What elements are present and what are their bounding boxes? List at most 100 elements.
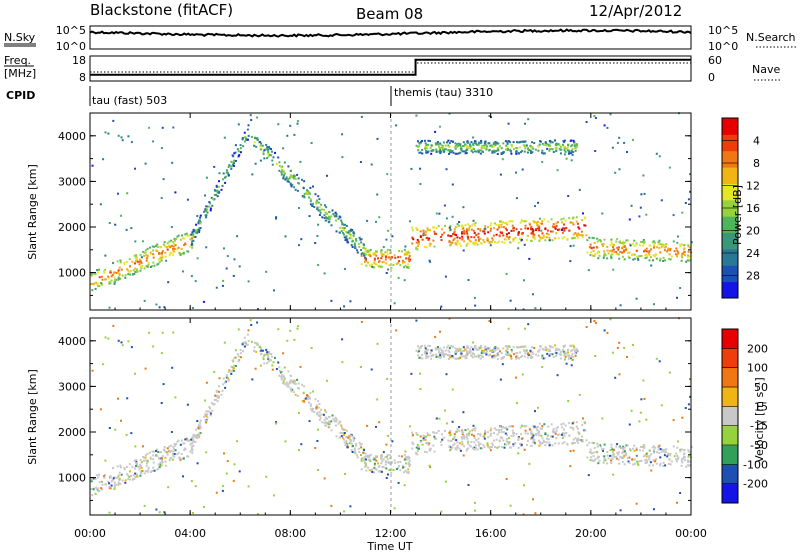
velocity-echo <box>199 426 202 429</box>
velocity-echo <box>466 351 468 353</box>
power-echo <box>474 221 477 224</box>
power-echo <box>138 263 141 266</box>
velocity-echo <box>659 464 661 467</box>
velocity-echo <box>157 451 160 453</box>
velocity-echo <box>606 451 609 453</box>
power-echo <box>437 225 440 227</box>
velocity-echo <box>408 460 411 462</box>
velocity-echo <box>247 329 250 332</box>
power-echo <box>145 259 148 262</box>
power-echo <box>644 249 646 252</box>
power-echo <box>142 250 145 253</box>
velocity-echo <box>499 436 502 439</box>
power-echo <box>537 145 540 148</box>
power-echo <box>658 247 661 249</box>
power-echo <box>404 245 407 248</box>
power-echo <box>204 209 207 212</box>
power-echo <box>111 274 114 276</box>
velocity-echo <box>629 449 632 452</box>
velocity-echo <box>467 434 470 437</box>
velocity-echo <box>489 449 492 452</box>
velocity-echo <box>166 447 169 450</box>
velocity-echo <box>386 453 389 456</box>
velocity-echo <box>569 465 572 468</box>
velocity-echo <box>554 349 557 352</box>
power-echo <box>298 207 300 209</box>
power-echo <box>457 152 460 155</box>
power-echo <box>107 275 110 278</box>
velocity-echo <box>293 338 296 341</box>
power-echo <box>353 243 356 246</box>
power-echo <box>210 196 213 199</box>
power-echo <box>138 260 141 263</box>
power-echo <box>273 289 275 292</box>
velocity-echo <box>218 385 220 388</box>
velocity-echo <box>233 367 235 370</box>
power-echo <box>645 250 648 253</box>
velocity-echo <box>580 435 583 438</box>
power-echo <box>256 137 259 140</box>
power-echo <box>108 306 111 309</box>
power-echo <box>131 260 134 263</box>
power-echo <box>179 238 182 241</box>
velocity-echo <box>149 471 152 473</box>
velocity-echo <box>442 352 445 355</box>
power-echo <box>473 241 476 244</box>
velocity-echo <box>586 456 589 459</box>
velocity-echo <box>511 425 514 428</box>
velocity-echo <box>234 349 237 352</box>
power-echo <box>466 140 469 143</box>
power-echo <box>491 239 494 241</box>
velocity-echo <box>195 428 198 431</box>
power-echo <box>144 249 147 252</box>
power-echo <box>506 143 509 146</box>
power-echo <box>493 151 496 154</box>
velocity-echo <box>615 455 618 458</box>
power-echo <box>475 241 477 244</box>
power-echo <box>440 239 443 241</box>
power-echo <box>427 150 430 153</box>
power-echo <box>379 266 382 269</box>
power-echo <box>538 226 541 229</box>
power-echo <box>376 137 379 140</box>
power-echo <box>447 139 450 142</box>
power-echo <box>96 282 99 285</box>
x-axis-ticks: 00:00 04:00 08:00 12:00 16:00 20:00 00:00 <box>74 113 707 540</box>
velocity-echo <box>171 458 174 461</box>
power-echo <box>454 147 457 150</box>
velocity-echo <box>494 349 497 351</box>
power-echo <box>543 236 546 239</box>
velocity-echo <box>513 442 516 445</box>
velocity-echo <box>163 446 166 449</box>
power-echo <box>610 256 613 259</box>
velocity-echo <box>146 462 148 465</box>
velocity-echo <box>121 344 124 347</box>
velocity-echo <box>441 350 444 353</box>
power-echo <box>690 241 693 244</box>
velocity-echo <box>520 356 523 359</box>
power-echo <box>575 216 578 219</box>
power-echo <box>209 209 212 212</box>
velocity-echo <box>666 455 669 458</box>
velocity-echo <box>548 444 551 447</box>
power-echo <box>274 151 276 154</box>
power-echo <box>291 183 294 186</box>
power-echo <box>427 238 430 241</box>
velocity-echo <box>326 417 329 420</box>
velocity-echo <box>592 442 595 445</box>
power-echo <box>529 144 532 147</box>
velocity-echo <box>520 437 523 440</box>
power-echo <box>650 248 653 251</box>
power-echo <box>556 144 558 147</box>
velocity-echo <box>538 444 541 447</box>
power-echo <box>612 248 615 251</box>
power-echo <box>668 253 671 256</box>
velocity-echo <box>359 443 362 446</box>
velocity-echo <box>293 379 296 382</box>
velocity-echo <box>603 458 606 461</box>
power-echo <box>628 218 631 221</box>
power-echo <box>366 251 369 253</box>
power-echo <box>453 146 456 149</box>
velocity-echo <box>352 439 355 442</box>
power-echo <box>526 234 529 237</box>
